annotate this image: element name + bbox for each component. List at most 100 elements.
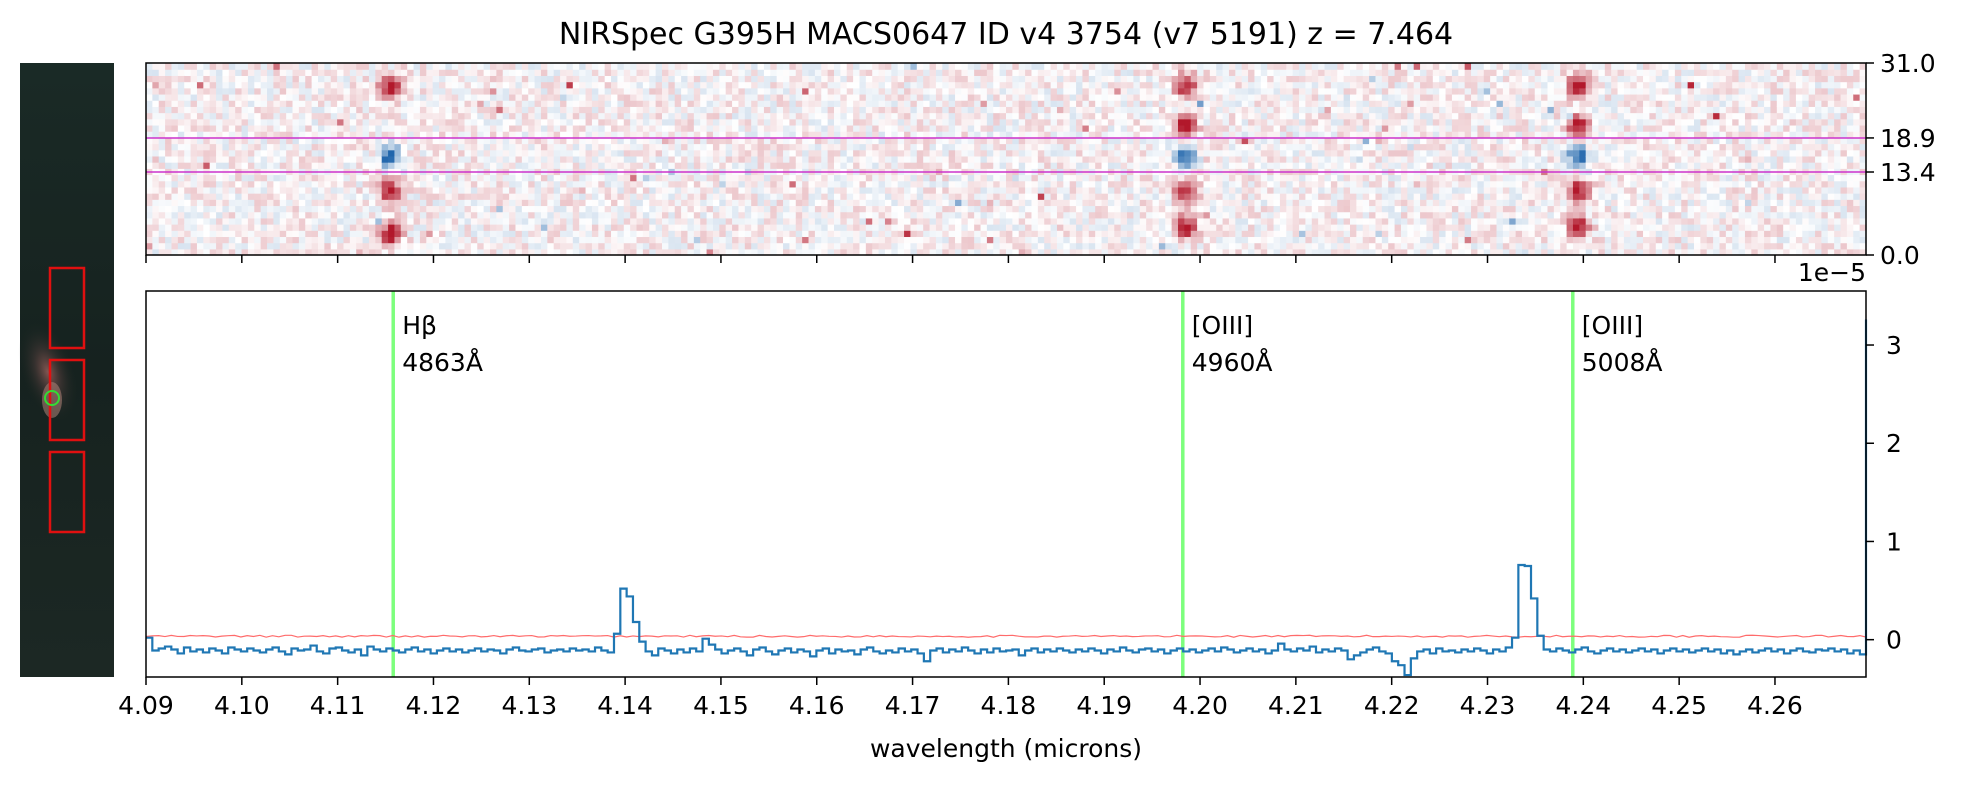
heatmap-cell <box>560 162 568 169</box>
heatmap-cell <box>668 180 676 188</box>
heatmap-cell <box>840 242 848 250</box>
heatmap-cell <box>827 69 835 76</box>
heatmap-cell <box>566 186 574 194</box>
heatmap-cell <box>865 124 873 132</box>
heatmap-cell <box>490 217 497 225</box>
heatmap-cell <box>356 242 364 250</box>
heatmap-cell <box>273 205 281 213</box>
heatmap-cell <box>955 230 963 238</box>
heatmap-cell <box>1158 162 1166 169</box>
heatmap-cell <box>1120 186 1128 194</box>
heatmap-cell <box>400 248 408 256</box>
heatmap-cell <box>732 193 740 200</box>
heatmap-cell <box>859 112 867 120</box>
heatmap-cell <box>827 162 835 169</box>
heatmap-cell <box>891 149 899 157</box>
heatmap-cell <box>980 248 988 256</box>
heatmap-cell <box>751 81 759 89</box>
heatmap-cell <box>152 224 160 231</box>
heatmap-cell <box>757 242 765 250</box>
heatmap-cell <box>1025 81 1033 89</box>
heatmap-cell <box>509 230 517 238</box>
heatmap-cell <box>330 131 338 138</box>
heatmap-cell <box>948 118 956 126</box>
heatmap-cell <box>1012 180 1020 188</box>
heatmap-cell <box>872 236 880 244</box>
heatmap-cell <box>974 193 982 200</box>
heatmap-cell <box>725 193 733 200</box>
heatmap-cell <box>483 236 491 244</box>
heatmap-cell <box>1101 174 1109 182</box>
heatmap-cell <box>1139 100 1147 107</box>
heatmap-cell <box>203 155 211 163</box>
heatmap-cell <box>1031 242 1039 250</box>
heatmap-cell <box>1165 69 1173 76</box>
heatmap-cell <box>324 69 332 76</box>
heatmap-cell <box>961 124 969 132</box>
heatmap-cell <box>681 75 689 83</box>
heatmap-cell <box>655 87 663 95</box>
heatmap-cell <box>1114 112 1122 120</box>
heatmap-cell <box>706 63 714 70</box>
heatmap-cell <box>942 124 950 132</box>
heatmap-cell <box>439 112 447 120</box>
heatmap-cell <box>865 236 873 244</box>
heatmap-cell <box>642 217 650 225</box>
heatmap-cell <box>776 199 784 207</box>
heatmap-cell <box>795 248 803 256</box>
heatmap-cell <box>445 69 453 76</box>
heatmap-cell <box>916 93 924 101</box>
heatmap-cell <box>445 205 453 213</box>
heatmap-cell <box>171 174 179 182</box>
heatmap-cell <box>177 193 185 200</box>
heatmap-cell <box>662 81 669 89</box>
heatmap-cell <box>706 106 714 114</box>
heatmap-cell <box>808 230 816 238</box>
heatmap-cell <box>470 124 478 132</box>
heatmap-cell <box>1031 193 1039 200</box>
heatmap-cell <box>1101 205 1109 213</box>
heatmap-cell <box>273 112 281 120</box>
heatmap-cell <box>426 69 434 76</box>
heatmap-cell <box>878 242 886 250</box>
heatmap-cell <box>375 93 383 101</box>
heatmap-cell <box>407 69 415 76</box>
heatmap-cell <box>1063 186 1071 194</box>
heatmap-cell <box>814 87 822 95</box>
heatmap-cell <box>572 180 580 188</box>
heatmap-cell <box>598 75 606 83</box>
heatmap-cell <box>955 87 963 95</box>
heatmap-cell <box>1006 93 1013 101</box>
heatmap-cell <box>426 87 434 95</box>
heatmap-cell <box>948 81 956 89</box>
heatmap-cell <box>929 75 937 83</box>
heatmap-cell <box>1139 112 1147 120</box>
heatmap-cell <box>203 137 211 145</box>
heatmap-cell <box>470 248 478 256</box>
heatmap-cell <box>318 217 325 225</box>
heatmap-cell <box>980 224 988 231</box>
heatmap-cell <box>349 124 357 132</box>
heatmap-cell <box>1037 112 1045 120</box>
heatmap-cell <box>955 155 963 163</box>
heatmap-cell <box>432 193 440 200</box>
heatmap-cell <box>362 211 370 219</box>
heatmap-cell <box>235 162 243 169</box>
heatmap-cell <box>808 143 816 151</box>
heatmap-cell <box>757 137 765 145</box>
heatmap-cell <box>834 75 841 83</box>
heatmap-cell <box>1107 205 1115 213</box>
heatmap-cell <box>483 155 491 163</box>
heatmap-cell <box>655 230 663 238</box>
heatmap-cell <box>407 155 415 163</box>
heatmap-cell <box>700 205 708 213</box>
heatmap-cell <box>1146 180 1154 188</box>
heatmap-cell <box>177 248 185 256</box>
heatmap-cell <box>394 180 402 188</box>
heatmap-cell <box>1095 155 1103 163</box>
heatmap-cell <box>171 155 179 163</box>
heatmap-cell <box>1101 155 1109 163</box>
heatmap-cell <box>407 242 415 250</box>
heatmap-cell <box>553 217 561 225</box>
heatmap-cell <box>776 205 784 213</box>
